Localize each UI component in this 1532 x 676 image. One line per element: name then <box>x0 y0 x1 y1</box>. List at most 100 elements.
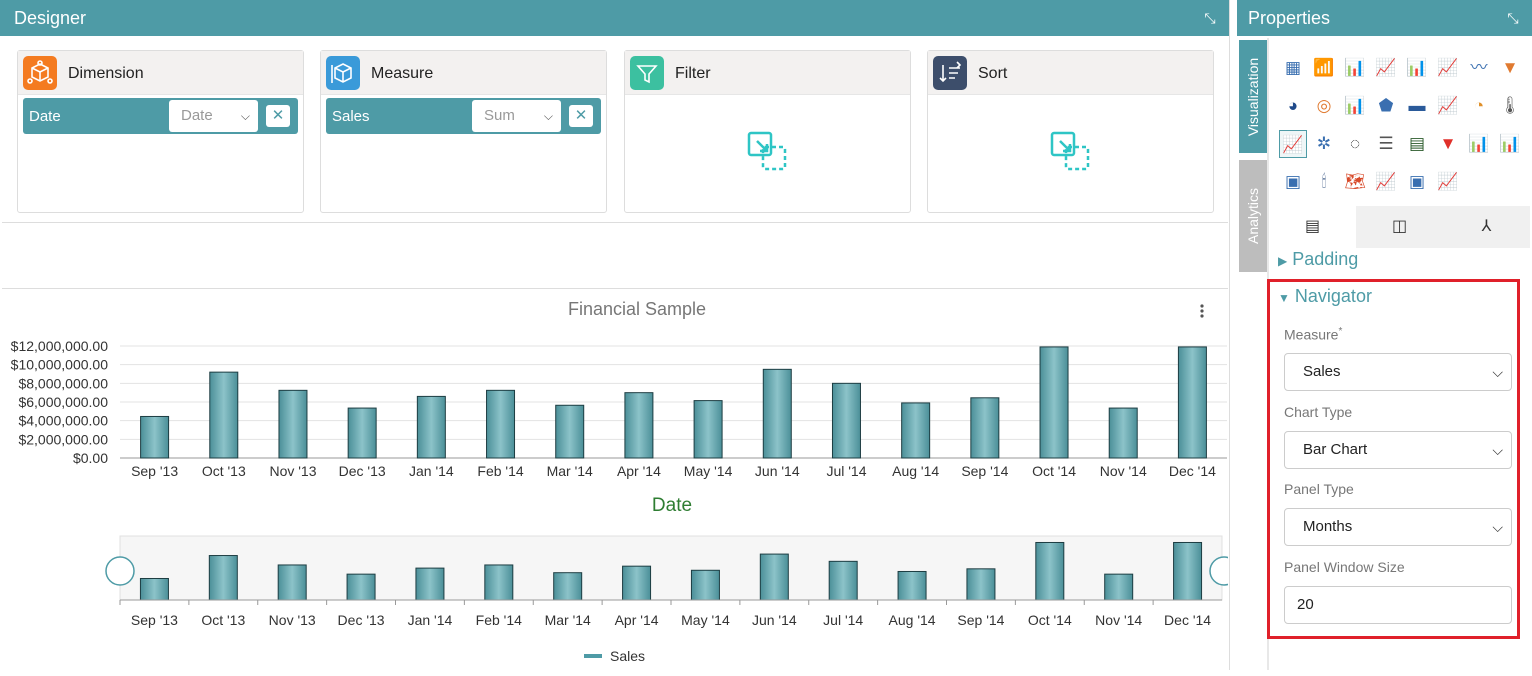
hbar-icon[interactable]: 📊 <box>1468 134 1490 153</box>
navigator-bar <box>139 577 169 601</box>
x-tick-label: May '14 <box>684 463 733 479</box>
doughnut-icon[interactable]: ◎ <box>1316 96 1332 115</box>
collapse-icon[interactable]: ⤡ <box>1507 10 1519 26</box>
x-tick-label: Jul '14 <box>826 463 866 479</box>
spline-icon[interactable]: 〰 <box>1470 58 1488 77</box>
y-tick-label: $4,000,000.00 <box>18 413 108 429</box>
tab-axis-properties[interactable]: ⅄ <box>1443 206 1530 248</box>
navigator-left-handle[interactable] <box>105 556 135 586</box>
list-icon[interactable]: ☰ <box>1378 134 1394 153</box>
bar[interactable] <box>209 371 239 459</box>
measure-label: Measure* <box>1284 326 1343 343</box>
area-chart-icon[interactable]: 📈 <box>1437 58 1459 77</box>
measure-pill[interactable]: Sales Sum ⌵ ✕ <box>326 98 601 134</box>
chart-title: Financial Sample <box>568 299 706 319</box>
bar[interactable] <box>831 382 861 459</box>
navigator-bar <box>828 560 858 601</box>
ring-icon[interactable]: ◌ <box>1349 134 1361 153</box>
bar[interactable] <box>762 368 792 459</box>
navigator-bar <box>897 570 927 601</box>
candlestick-icon[interactable]: 🕯 <box>1321 172 1327 191</box>
tab-visualization[interactable]: Visualization <box>1239 40 1267 153</box>
tab-general-properties[interactable]: ▤ <box>1269 206 1356 248</box>
collapse-icon[interactable]: ⤡ <box>1204 10 1216 26</box>
polar-icon[interactable]: ✲ <box>1316 134 1332 153</box>
navigator-tick-label: Nov '14 <box>1095 612 1142 628</box>
navigator-chart-icon[interactable]: 📈 <box>1279 130 1307 158</box>
card-icon[interactable]: ▤ <box>1408 134 1426 153</box>
tab-analytics-label: Analytics <box>1245 187 1261 245</box>
bar[interactable] <box>1039 346 1069 459</box>
bar[interactable] <box>901 402 931 459</box>
line-chart-icon[interactable]: 📈 <box>1375 58 1397 77</box>
chevron-down-icon: ⌵ <box>1492 519 1503 535</box>
bar[interactable] <box>1177 346 1207 459</box>
filter-title: Filter <box>675 65 711 82</box>
range-navigator[interactable]: Sep '13 Oct '13 Nov '13 Dec '13 Jan '14 Feb '… <box>105 535 1239 628</box>
pyramid-icon[interactable]: ▼ <box>1439 134 1457 153</box>
bar-chart[interactable]: Financial Sample $0.00 $2,000,000.00 $4,00… <box>2 289 1239 671</box>
tab-analytics[interactable]: Analytics <box>1239 160 1267 272</box>
bar-chart-icon[interactable]: 📊 <box>1344 58 1366 77</box>
filter-well[interactable]: Filter <box>624 50 911 213</box>
navigator-tick-label: Sep '13 <box>131 612 178 628</box>
padding-section-label: Padding <box>1292 249 1359 269</box>
navigator-tick-label: Dec '13 <box>338 612 385 628</box>
padding-section[interactable]: ▶ Padding <box>1278 249 1358 270</box>
map-icon[interactable]: 🗺 <box>1344 172 1366 191</box>
navigator-tick-label: Sep '14 <box>957 612 1004 628</box>
trend-icon[interactable]: 📈 <box>1437 172 1459 191</box>
dimension-format-select[interactable]: Date ⌵ <box>169 100 258 132</box>
chart-type-label: Chart Type <box>1284 404 1353 420</box>
measure-icon <box>326 56 360 90</box>
bar[interactable] <box>970 397 1000 459</box>
remove-dimension-button[interactable]: ✕ <box>266 105 290 127</box>
step-line-icon[interactable]: 📈 <box>1437 96 1459 115</box>
navigator-section[interactable]: ▼ Navigator <box>1278 286 1372 307</box>
x-tick-label: Sep '14 <box>961 463 1008 479</box>
properties-panel: Properties ⤡ <box>1237 0 1532 670</box>
waterfall-icon[interactable]: 📊 <box>1499 134 1521 153</box>
gantt-icon[interactable]: ▬ <box>1408 96 1426 115</box>
navigator-bar <box>966 568 996 601</box>
bar[interactable] <box>140 415 170 459</box>
panel-window-size-input[interactable]: 20 <box>1284 586 1512 624</box>
bar[interactable] <box>416 395 446 459</box>
tab-series-properties[interactable]: ◫ <box>1356 206 1443 248</box>
thermometer-icon[interactable]: 🌡 <box>1499 96 1521 115</box>
designer-panel: Designer ⤡ Dimension Date Date ⌵ ✕ Measur… <box>0 0 1239 671</box>
chart-widget[interactable]: Financial Sample $0.00 $2,000,000.00 $4,00… <box>2 288 1239 671</box>
bar[interactable] <box>1108 407 1138 459</box>
bar[interactable] <box>555 404 585 459</box>
gauge-icon[interactable]: ◔ <box>1473 96 1485 115</box>
sort-well[interactable]: Sort <box>927 50 1214 213</box>
dimension-pill[interactable]: Date Date ⌵ ✕ <box>23 98 298 134</box>
bar[interactable] <box>347 407 377 459</box>
navigator-measure-select[interactable]: Sales ⌵ <box>1284 353 1512 391</box>
more-options-icon[interactable] <box>1200 304 1204 318</box>
radar-icon[interactable]: ⬟ <box>1378 96 1394 115</box>
pie-chart-icon[interactable]: ◕ <box>1287 96 1299 115</box>
navigator-tick-label: Nov '13 <box>269 612 316 628</box>
bar[interactable] <box>486 389 516 459</box>
grid-icon[interactable]: ▦ <box>1284 58 1302 77</box>
navigator-tick-label: Oct '14 <box>1028 612 1072 628</box>
table-icon[interactable]: ▣ <box>1408 172 1426 191</box>
combo-chart-icon[interactable]: 📊 <box>1344 96 1366 115</box>
x-tick-label: Mar '14 <box>547 463 593 479</box>
navigator-bar <box>1035 541 1065 601</box>
aggregation-select[interactable]: Sum ⌵ <box>472 100 561 132</box>
scatter-icon[interactable]: 📈 <box>1375 172 1397 191</box>
pivot-icon[interactable]: ▣ <box>1284 172 1302 191</box>
x-tick-label: Apr '14 <box>617 463 661 479</box>
bar[interactable] <box>624 392 654 459</box>
bar[interactable] <box>278 389 308 459</box>
remove-measure-button[interactable]: ✕ <box>569 105 593 127</box>
chart-type-select[interactable]: Bar Chart ⌵ <box>1284 431 1512 469</box>
bar[interactable] <box>693 400 723 459</box>
panel-type-select[interactable]: Months ⌵ <box>1284 508 1512 546</box>
column-chart-icon[interactable]: 📶 <box>1313 58 1335 77</box>
funnel-icon[interactable]: ▼ <box>1501 58 1519 77</box>
x-tick-label: Jun '14 <box>755 463 800 479</box>
stacked-bar-icon[interactable]: 📊 <box>1406 58 1428 77</box>
